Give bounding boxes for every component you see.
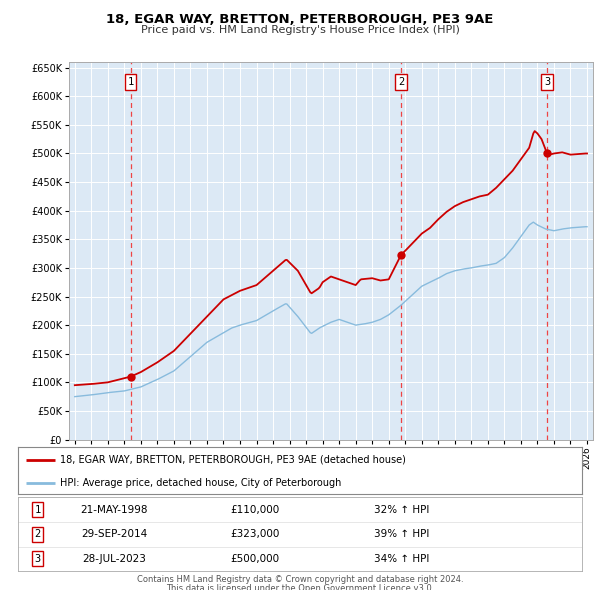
Text: £500,000: £500,000 [230, 554, 280, 564]
Text: 18, EGAR WAY, BRETTON, PETERBOROUGH, PE3 9AE: 18, EGAR WAY, BRETTON, PETERBOROUGH, PE3… [106, 13, 494, 26]
Text: HPI: Average price, detached house, City of Peterborough: HPI: Average price, detached house, City… [60, 478, 341, 489]
Text: This data is licensed under the Open Government Licence v3.0.: This data is licensed under the Open Gov… [166, 584, 434, 590]
Text: Price paid vs. HM Land Registry's House Price Index (HPI): Price paid vs. HM Land Registry's House … [140, 25, 460, 35]
Text: 2: 2 [398, 77, 404, 87]
Text: £110,000: £110,000 [230, 504, 280, 514]
Text: 39% ↑ HPI: 39% ↑ HPI [374, 529, 429, 539]
Text: 34% ↑ HPI: 34% ↑ HPI [374, 554, 429, 564]
Text: 18, EGAR WAY, BRETTON, PETERBOROUGH, PE3 9AE (detached house): 18, EGAR WAY, BRETTON, PETERBOROUGH, PE3… [60, 455, 406, 465]
Text: 1: 1 [128, 77, 134, 87]
Text: 32% ↑ HPI: 32% ↑ HPI [374, 504, 429, 514]
Text: 3: 3 [544, 77, 550, 87]
Text: 2: 2 [35, 529, 41, 539]
Text: 29-SEP-2014: 29-SEP-2014 [81, 529, 147, 539]
Text: 21-MAY-1998: 21-MAY-1998 [80, 504, 148, 514]
Text: £323,000: £323,000 [230, 529, 280, 539]
Text: 28-JUL-2023: 28-JUL-2023 [82, 554, 146, 564]
Text: 3: 3 [35, 554, 41, 564]
Text: 1: 1 [35, 504, 41, 514]
Text: Contains HM Land Registry data © Crown copyright and database right 2024.: Contains HM Land Registry data © Crown c… [137, 575, 463, 584]
